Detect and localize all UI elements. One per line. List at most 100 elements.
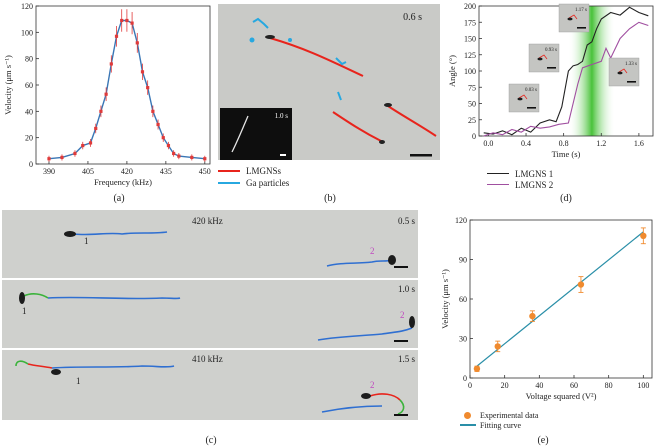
row-c-1-id2: 2 [370, 246, 375, 256]
row-c-3: 410 kHz 1.5 s 1 2 [2, 350, 418, 420]
x-tick-label: 40 [535, 381, 543, 390]
row-c-1-time: 0.5 s [398, 216, 416, 226]
ga-particle-track [335, 57, 347, 66]
row-c-2-id1: 1 [22, 306, 27, 316]
data-point [109, 62, 113, 66]
series-line [483, 6, 649, 136]
data-point [161, 136, 165, 140]
y-tick-label: 0 [29, 160, 33, 169]
data-point [94, 126, 98, 131]
legend-swatch [487, 172, 509, 175]
legend-e: Experimental data Fitting curve [460, 410, 538, 430]
y-tick-label: 80 [25, 55, 33, 64]
micrograph-c: 420 kHz 0.5 s 1 2 1.0 s 1 2 [2, 210, 418, 420]
x-tick-label: 450 [199, 167, 211, 176]
y-tick-label: 0 [463, 374, 467, 383]
scale-bar [410, 154, 432, 157]
row-c-2-tracks [19, 292, 415, 342]
inset-time: 0.03 s [525, 88, 537, 93]
data-point [203, 157, 207, 161]
x-tick-label: 60 [570, 381, 578, 390]
row-c-1-freq: 420 kHz [192, 216, 223, 226]
data-point [577, 281, 585, 288]
row-c-3-id1: 1 [76, 376, 81, 386]
data-point [81, 143, 85, 148]
y-tick-label: 50 [468, 100, 476, 109]
row-c-1-id1: 1 [84, 236, 89, 246]
y-tick-label: 100 [464, 67, 476, 76]
data-point [88, 141, 93, 145]
legend-b: LMGNSs Ga particles [218, 165, 289, 189]
x-tick-label: 1.6 [634, 139, 644, 148]
inset-scale-bar [527, 107, 536, 109]
inset-angle [618, 68, 628, 74]
x-tick-label: 0.0 [483, 139, 493, 148]
x-axis-label: Voltage squared (V²) [526, 391, 597, 401]
y-tick-label: 120 [455, 216, 467, 225]
data-point [529, 312, 536, 320]
chart-a: 390 405 420 435 450 0 20 40 60 80 100 120 Frequency … [3, 2, 211, 187]
panel-a-label: (a) [113, 193, 125, 204]
lmgns-track [332, 111, 384, 143]
lmgns-track [387, 105, 437, 137]
ga-particle-track [252, 17, 269, 29]
y-tick-label: 125 [464, 51, 476, 60]
inset-scale-bar [577, 27, 586, 29]
inset-angle [518, 94, 528, 100]
data-point [104, 92, 108, 96]
row-c-1-tracks [64, 231, 408, 268]
row-c-1: 420 kHz 0.5 s 1 2 [2, 210, 418, 278]
x-tick-label: 100 [637, 381, 649, 390]
data-point [494, 343, 501, 350]
row-c-3-id2: 2 [370, 380, 375, 390]
data-point [120, 18, 124, 23]
inset-time: 1.33 s [625, 62, 637, 67]
y-tick-label: 30 [459, 335, 467, 344]
x-axis-label: Time (s) [552, 149, 581, 159]
lmgns-track [269, 37, 364, 77]
y-tick-label: 175 [464, 18, 476, 27]
data-point [130, 21, 134, 25]
y-tick-label: 60 [459, 295, 467, 304]
y-tick-label: 75 [468, 83, 476, 92]
y-axis-label: Velocity (μm s⁻¹) [440, 269, 450, 329]
y-tick-label: 100 [21, 28, 33, 37]
panel-c: 420 kHz 0.5 s 1 2 1.0 s 1 2 [0, 210, 420, 448]
micrograph-b: 0.6 s 1.0 s [218, 4, 440, 160]
y-axis-label: Angle (°) [447, 55, 457, 87]
y-axis-label: Velocity (μm s⁻¹) [3, 55, 13, 115]
data-point [114, 34, 119, 38]
x-tick-label: 80 [605, 381, 613, 390]
data-point [156, 122, 160, 127]
lmgns-particle [379, 140, 385, 144]
inset-b-time: 1.0 s [274, 112, 288, 120]
data-point [640, 232, 647, 239]
ga-particle [288, 38, 292, 42]
inset-particle [537, 57, 543, 61]
y-tick-label: 25 [468, 116, 476, 125]
ga-particle-track [337, 91, 342, 101]
y-tick-label: 200 [464, 2, 476, 11]
data-point [99, 109, 103, 113]
panel-b: 0.6 s 1.0 s LMGNSs Ga particles (b) [218, 0, 443, 210]
data-point [151, 109, 155, 113]
row-c-3-tracks [15, 360, 408, 416]
legend-item-lmgns1: LMGNS 1 [487, 168, 553, 179]
inset-b-track [231, 115, 286, 156]
y-tick-label: 150 [464, 35, 476, 44]
inset-angle [538, 54, 548, 60]
panel-d-label: (d) [560, 193, 572, 204]
inset-particle [517, 97, 523, 101]
row-c-3-time: 1.5 s [398, 354, 416, 364]
legend-item-experimental: Experimental data [460, 410, 538, 420]
ga-particle [249, 37, 255, 43]
x-tick-label: 0.8 [559, 139, 569, 148]
panel-b-label: (b) [324, 193, 336, 204]
panel-a: 390 405 420 435 450 0 20 40 60 80 100 120 Frequency … [0, 0, 215, 210]
inset-angle [568, 14, 578, 20]
chart-e: 0 20 40 60 80 100 0 30 60 90 120 Voltage squared (V… [440, 216, 653, 401]
inset-scale-bar [627, 81, 636, 83]
data-point [140, 70, 145, 74]
x-axis-label: Frequency (kHz) [94, 177, 152, 187]
x-tick-label: 0 [468, 381, 472, 390]
